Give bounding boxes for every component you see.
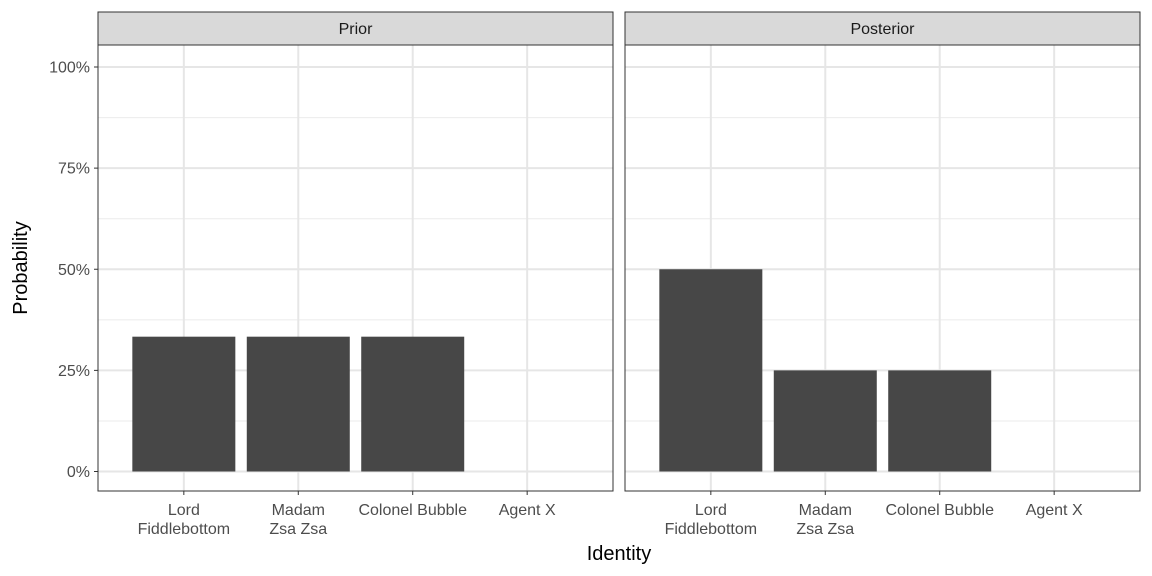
x-tick-label: Zsa Zsa: [269, 521, 327, 538]
y-tick-label: 100%: [49, 60, 90, 77]
bar-0-1: [246, 336, 350, 472]
bar-0-0: [132, 336, 236, 472]
x-tick-label: Madam: [272, 502, 325, 519]
facet-strip-1: [624, 11, 1141, 46]
y-tick-label: 50%: [58, 262, 90, 279]
panel-border-1: [624, 44, 1141, 492]
x-tick-label: Agent X: [1026, 502, 1083, 519]
x-tick-label: Colonel Bubble: [358, 502, 467, 519]
x-tick-label: Madam: [799, 502, 852, 519]
x-tick-label: Lord: [168, 502, 200, 519]
x-tick-label: Zsa Zsa: [796, 521, 854, 538]
x-tick-label: Fiddlebottom: [665, 521, 758, 538]
facet-strip-0: [97, 11, 614, 46]
x-tick-label: Lord: [695, 502, 727, 519]
facet-title-0: Prior: [339, 21, 373, 38]
y-axis-title: Probability: [10, 221, 32, 314]
panel-border-0: [97, 44, 614, 492]
bar-1-1: [773, 370, 877, 472]
x-tick-label: Agent X: [499, 502, 556, 519]
facet-title-1: Posterior: [850, 21, 915, 38]
bar-0-2: [361, 336, 465, 472]
x-tick-label: Fiddlebottom: [138, 521, 231, 538]
bar-1-2: [888, 370, 992, 472]
y-tick-label: 25%: [58, 363, 90, 380]
bar-1-0: [659, 269, 763, 472]
x-tick-label: Colonel Bubble: [885, 502, 994, 519]
y-tick-label: 75%: [58, 161, 90, 178]
y-tick-label: 0%: [67, 464, 90, 481]
x-axis-title: Identity: [587, 543, 651, 565]
